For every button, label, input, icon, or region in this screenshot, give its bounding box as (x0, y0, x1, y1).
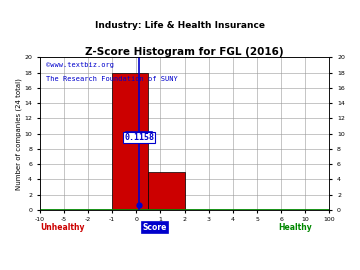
Text: Score: Score (142, 222, 167, 232)
Bar (112, 73, 148, 210)
Text: ©www.textbiz.org: ©www.textbiz.org (46, 62, 114, 68)
Text: 0.1158: 0.1158 (124, 133, 154, 142)
Text: Industry: Life & Health Insurance: Industry: Life & Health Insurance (95, 21, 265, 30)
Text: Unhealthy: Unhealthy (41, 222, 85, 232)
Title: Z-Score Histogram for FGL (2016): Z-Score Histogram for FGL (2016) (85, 48, 284, 58)
Text: The Research Foundation of SUNY: The Research Foundation of SUNY (46, 76, 177, 82)
Bar (148, 172, 185, 210)
Text: Healthy: Healthy (278, 222, 312, 232)
Y-axis label: Number of companies (24 total): Number of companies (24 total) (15, 78, 22, 190)
